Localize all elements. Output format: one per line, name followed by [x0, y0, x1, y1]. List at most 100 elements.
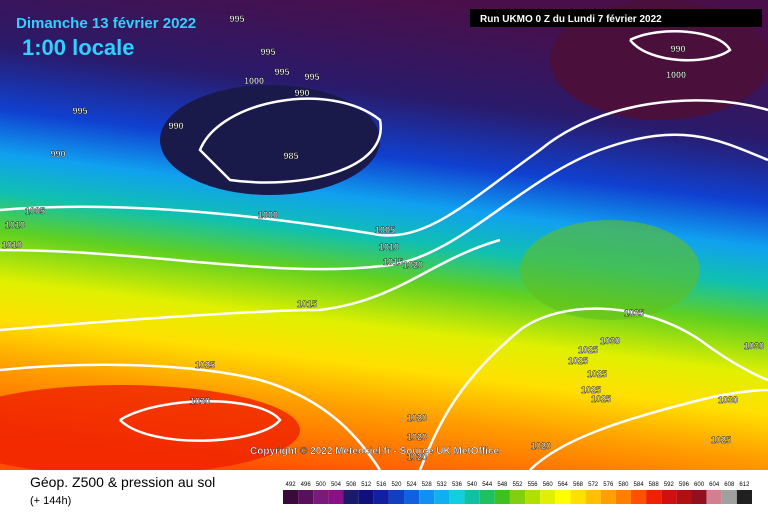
scale-swatch	[298, 490, 314, 504]
isobar-label: 990	[294, 88, 309, 98]
scale-swatch	[736, 490, 752, 504]
isobar-label: 1000	[666, 70, 686, 80]
scale-label: 580	[618, 482, 629, 488]
isobar-label: 985	[283, 151, 298, 161]
scale-swatch	[358, 490, 374, 504]
scale-label: 520	[391, 482, 402, 488]
isobar-label: 1030	[744, 341, 764, 351]
isobar-label: 995	[72, 106, 87, 116]
scale-swatch	[434, 490, 450, 504]
scale-swatch	[343, 490, 359, 504]
scale-swatch	[388, 490, 405, 504]
isobar-label: 1025	[581, 385, 601, 395]
isobar-label: 995	[274, 67, 289, 77]
scale-label: 524	[407, 482, 418, 488]
isobar-label: 1010	[379, 242, 399, 252]
isobar-label: 995	[260, 47, 275, 57]
scale-swatch	[585, 490, 601, 504]
isobar-label: 1000	[244, 76, 264, 86]
scale-swatch	[509, 490, 526, 504]
isobar-label: 1005	[375, 225, 395, 235]
scale-label: 572	[588, 482, 599, 488]
isobar-label: 990	[50, 149, 65, 159]
run-banner	[470, 9, 762, 27]
scale-label: 528	[422, 482, 433, 488]
isobar-label: 1025	[195, 360, 215, 370]
scale-swatch	[540, 490, 556, 504]
isobar-label: 1030	[190, 396, 210, 406]
forecast-date: Dimanche 13 février 2022	[16, 15, 196, 32]
scale-swatch	[373, 490, 389, 504]
scale-label: 500	[316, 482, 327, 488]
isobar-label: 990	[168, 121, 183, 131]
scale-swatch	[706, 490, 722, 504]
isobar-label: 1010	[5, 220, 25, 230]
scale-swatch	[479, 490, 495, 504]
scale-swatch	[646, 490, 662, 504]
scale-label: 564	[558, 482, 569, 488]
scale-label: 596	[679, 482, 690, 488]
isobar-label: 1005	[25, 206, 45, 216]
isobar-label: 1025	[568, 356, 588, 366]
isobar-label: 1025	[587, 369, 607, 379]
isobar-label: 1010	[2, 240, 22, 250]
scale-label: 612	[739, 482, 750, 488]
scale-swatch	[449, 490, 465, 504]
scale-label: 512	[361, 482, 372, 488]
scale-swatch	[283, 490, 299, 504]
scale-label: 516	[376, 482, 387, 488]
scale-swatch	[600, 490, 616, 504]
scale-label: 508	[346, 482, 357, 488]
scale-label: 540	[467, 482, 478, 488]
isobar-label: 1020	[403, 260, 423, 270]
isobar-label: 1020	[407, 452, 427, 462]
high-pressure-area	[0, 385, 300, 475]
scale-swatch	[313, 490, 329, 504]
scale-label: 556	[528, 482, 539, 488]
isobar-label: 1030	[600, 336, 620, 346]
isobar-label: 1020	[407, 413, 427, 423]
isobars	[0, 30, 768, 471]
isobar-label: 1020	[407, 432, 427, 442]
scale-swatch	[691, 490, 707, 504]
run-info: Run UKMO 0 Z du Lundi 7 février 2022	[480, 14, 662, 25]
scale-label: 496	[301, 482, 312, 488]
scale-label: 560	[543, 482, 554, 488]
scale-label: 568	[573, 482, 584, 488]
scale-label: 544	[482, 482, 493, 488]
scale-label: 536	[452, 482, 463, 488]
scale-label: 600	[694, 482, 705, 488]
low-pressure-area	[550, 0, 768, 120]
isobar-label: 1030	[718, 395, 738, 405]
scale-swatch	[464, 490, 480, 504]
scale-label: 548	[497, 482, 508, 488]
scale-swatch	[494, 490, 510, 504]
product-title: Géop. Z500 & pression au sol	[30, 474, 215, 490]
scale-label: 576	[603, 482, 614, 488]
isobar-label: 1000	[258, 210, 278, 220]
scale-label: 608	[724, 482, 735, 488]
isobar-label: 995	[229, 14, 244, 24]
scale-label: 504	[331, 482, 342, 488]
scale-label: 584	[634, 482, 645, 488]
scale-swatch	[630, 490, 647, 504]
isobar-label: 1015	[383, 257, 403, 267]
isobar-label: 995	[304, 72, 319, 82]
isobar-label: 1025	[591, 394, 611, 404]
isobar-label: 1015	[297, 299, 317, 309]
copyright: Copyright © 2022 Meteociel.fr - Source U…	[250, 446, 500, 457]
scale-swatch	[615, 490, 631, 504]
scale-swatch	[328, 490, 344, 504]
scale-label: 592	[664, 482, 675, 488]
scale-swatch	[419, 490, 435, 504]
lead-time: (+ 144h)	[30, 495, 71, 507]
scale-swatch	[404, 490, 420, 504]
scale-swatch	[570, 490, 586, 504]
isobar-label: 1025	[578, 345, 598, 355]
scale-swatch	[721, 490, 737, 504]
isobar-label: 990	[670, 44, 685, 54]
scale-label: 532	[437, 482, 448, 488]
isobar-label: 1020	[531, 441, 551, 451]
scale-label: 588	[649, 482, 660, 488]
